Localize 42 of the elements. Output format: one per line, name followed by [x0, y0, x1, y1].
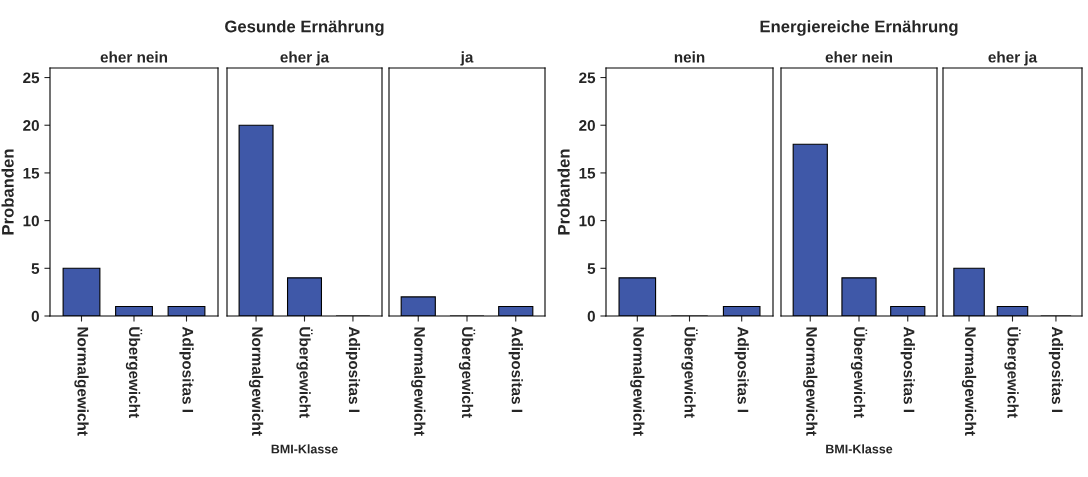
chart-title: nein	[674, 51, 705, 63]
y-tick-label: 5	[587, 263, 596, 274]
x-tick-label: Normalgewicht	[961, 327, 977, 436]
x-tick-label: Übergewicht	[850, 327, 868, 418]
x-tick-label: Übergewicht	[458, 327, 476, 418]
chart-title: ja	[460, 51, 474, 66]
chart-title: Gesunde Ernährung	[225, 20, 384, 36]
x-axis-title: BMI-Klasse	[826, 444, 893, 454]
y-tick-label: 15	[579, 167, 596, 179]
y-tick-label: 25	[23, 72, 40, 84]
y-tick-label: 0	[31, 310, 39, 322]
y-tick-label: 20	[579, 120, 595, 131]
x-tick-label: Normalgewicht	[803, 327, 818, 436]
y-tick-label: 20	[23, 120, 39, 131]
x-tick-label: Adipositas I	[1048, 326, 1064, 412]
x-tick-label: Adipositas I	[734, 326, 749, 412]
x-tick-label: Normalgewicht	[411, 327, 426, 436]
chart-title: eher nein	[100, 51, 168, 63]
y-axis-title: Probanden	[557, 149, 570, 235]
x-tick-label: Übergewicht	[296, 327, 313, 418]
y-tick-label: 0	[587, 310, 595, 322]
y-tick-label: 10	[23, 215, 39, 227]
y-tick-label: 15	[23, 167, 40, 179]
x-tick-label: Übergewicht	[681, 327, 698, 418]
y-tick-label: 5	[31, 263, 40, 274]
x-tick-label: Adipositas I	[900, 326, 915, 412]
x-tick-label: Normalgewicht	[74, 327, 89, 436]
x-tick-label: Adipositas I	[179, 326, 194, 412]
x-axis-title: BMI-Klasse	[271, 444, 338, 454]
x-tick-label: Normalgewicht	[630, 327, 645, 436]
chart-title: Energiereiche Ernährung	[760, 20, 958, 36]
chart-subtitle: eher ja	[280, 51, 330, 66]
x-tick-label: Adipositas I	[345, 326, 361, 412]
y-tick-label: 10	[579, 215, 595, 227]
x-tick-label: Adipositas I	[508, 326, 523, 412]
x-tick-label: Übergewicht	[1004, 327, 1021, 418]
y-axis-title: Probanden	[1, 149, 14, 235]
y-tick-label: 25	[579, 72, 596, 84]
x-tick-label: Normalgewicht	[248, 327, 264, 436]
x-tick-label: Übergewicht	[125, 327, 143, 418]
chart-title: eher ja	[988, 51, 1038, 66]
chart-subtitle: eher nein	[825, 51, 893, 63]
